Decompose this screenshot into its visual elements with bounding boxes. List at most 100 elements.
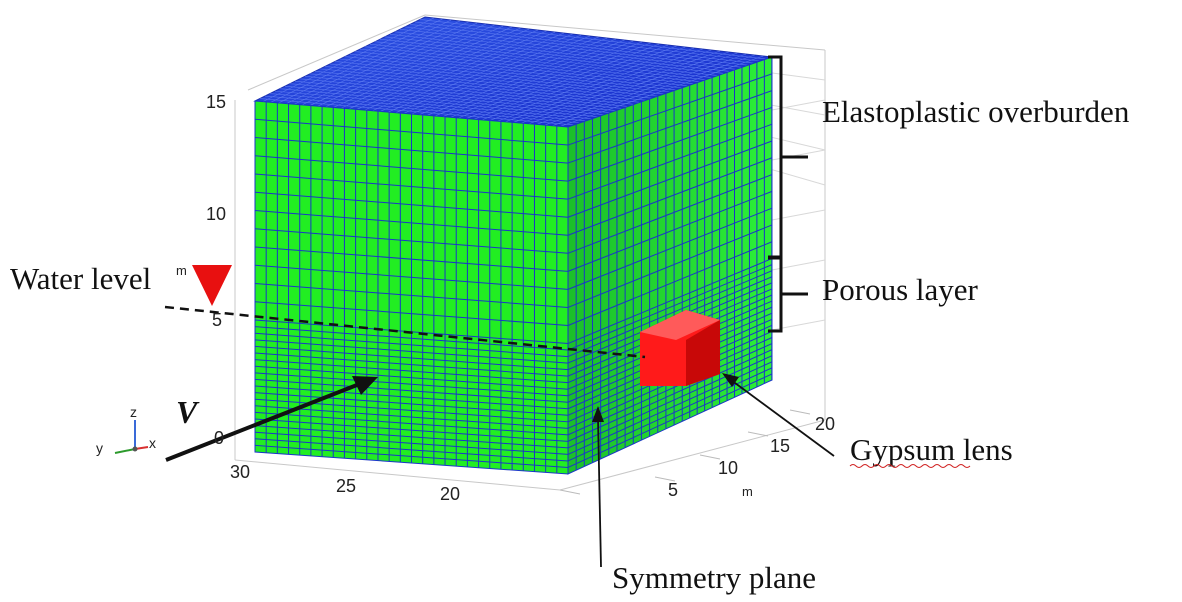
mesh-line — [294, 80, 617, 111]
mesh-line — [567, 258, 773, 344]
side-tick: 15 — [770, 436, 790, 456]
mesh-line — [567, 123, 773, 200]
side-tick: 20 — [815, 414, 835, 434]
water-level-line — [164, 305, 646, 359]
mesh-line — [254, 444, 569, 468]
porous-label: Porous layer — [822, 272, 979, 307]
mesh-line — [419, 19, 767, 60]
mesh-line — [254, 345, 569, 371]
mesh-line — [374, 41, 713, 78]
side-tick: 5 — [668, 480, 678, 500]
front-tick: 20 — [440, 484, 460, 504]
top-mesh-lines — [259, 17, 767, 127]
mesh-line — [254, 118, 569, 146]
mesh-line — [254, 137, 569, 164]
gypsum-lens — [640, 310, 720, 386]
mesh-line — [284, 85, 605, 115]
mesh-line — [364, 46, 701, 83]
mesh-line — [369, 43, 707, 80]
triad-x: x — [149, 435, 156, 451]
z-tick: 15 — [206, 92, 226, 112]
mesh-line — [254, 425, 569, 449]
mesh-line — [567, 373, 773, 468]
mesh-line — [304, 75, 629, 107]
mesh-line — [254, 431, 569, 455]
mesh-line — [254, 173, 569, 200]
mesh-line — [567, 355, 773, 449]
mesh-line — [254, 378, 569, 403]
front-tick: 30 — [230, 462, 250, 482]
velocity-label: V — [176, 394, 200, 430]
mesh-line — [254, 210, 569, 236]
mesh-line — [254, 326, 569, 351]
mesh-line — [254, 246, 569, 272]
mesh-line — [567, 190, 773, 272]
z-tick: 10 — [206, 204, 226, 224]
front-mesh-lines — [254, 101, 569, 474]
mesh-line — [567, 73, 773, 146]
porous-brace — [768, 256, 808, 333]
z-tick: 5 — [212, 310, 222, 330]
mesh-line — [567, 106, 773, 182]
mesh-line — [567, 224, 773, 308]
mesh-line — [289, 83, 611, 113]
mesh-line — [394, 31, 737, 70]
overburden-label: Elastoplastic overburden — [822, 94, 1130, 129]
front-tick: 25 — [336, 476, 356, 496]
mesh-line — [567, 140, 773, 218]
symmetry-plane-arrow — [592, 406, 604, 568]
mesh-line — [567, 270, 773, 358]
mesh-line — [254, 359, 569, 384]
mesh-line — [254, 392, 569, 416]
mesh-line — [567, 349, 773, 442]
mesh-line — [344, 56, 677, 91]
gypsum-label: Gypsum lens — [850, 432, 1013, 467]
mesh-line — [349, 53, 683, 89]
mesh-line — [319, 68, 647, 101]
mesh-line — [339, 58, 671, 93]
z-tick: 0 — [214, 428, 224, 448]
mesh-line — [409, 24, 755, 64]
front-axis-ticks: 30 25 20 — [230, 462, 460, 504]
triad-z: z — [130, 404, 137, 420]
mesh-line — [264, 95, 581, 124]
mesh-line — [567, 174, 773, 254]
mesh-line — [567, 367, 773, 462]
mesh-line — [254, 352, 569, 377]
mesh-line — [314, 71, 641, 103]
mesh-line — [274, 90, 593, 120]
symmetry-plane-label: Symmetry plane — [612, 560, 816, 595]
mesh-line — [389, 33, 731, 72]
mesh-line — [254, 365, 569, 390]
mesh-line — [567, 241, 773, 326]
mesh-line — [567, 207, 773, 290]
axis-box — [234, 14, 826, 491]
mesh-line — [384, 36, 725, 74]
mesh-line — [254, 191, 569, 218]
mesh-line — [254, 155, 569, 182]
mesh-line — [254, 418, 569, 442]
mesh-line — [259, 98, 575, 126]
mesh-line — [354, 51, 689, 87]
mesh-line — [254, 283, 569, 308]
mesh-line — [359, 48, 695, 85]
mesh-line — [254, 228, 569, 254]
mesh-line — [567, 90, 773, 164]
mesh-line — [329, 63, 659, 97]
triad-y: y — [96, 440, 103, 456]
spellcheck-underline — [849, 464, 971, 468]
axis-triad: z y x — [96, 404, 156, 456]
mesh-line — [279, 88, 599, 118]
mesh-line — [254, 438, 569, 462]
z-unit: m — [176, 263, 187, 278]
gypsum-arrow — [722, 373, 835, 457]
mesh-line — [324, 66, 653, 99]
mesh-line — [254, 301, 569, 326]
z-axis-ticks: 15 10 5 0 m — [176, 92, 226, 448]
mesh-line — [254, 385, 569, 410]
side-axis-ticks — [559, 409, 811, 495]
side-unit: m — [742, 484, 753, 499]
mesh-line — [254, 332, 569, 358]
overburden-brace — [768, 55, 808, 259]
mesh-line — [269, 93, 587, 122]
